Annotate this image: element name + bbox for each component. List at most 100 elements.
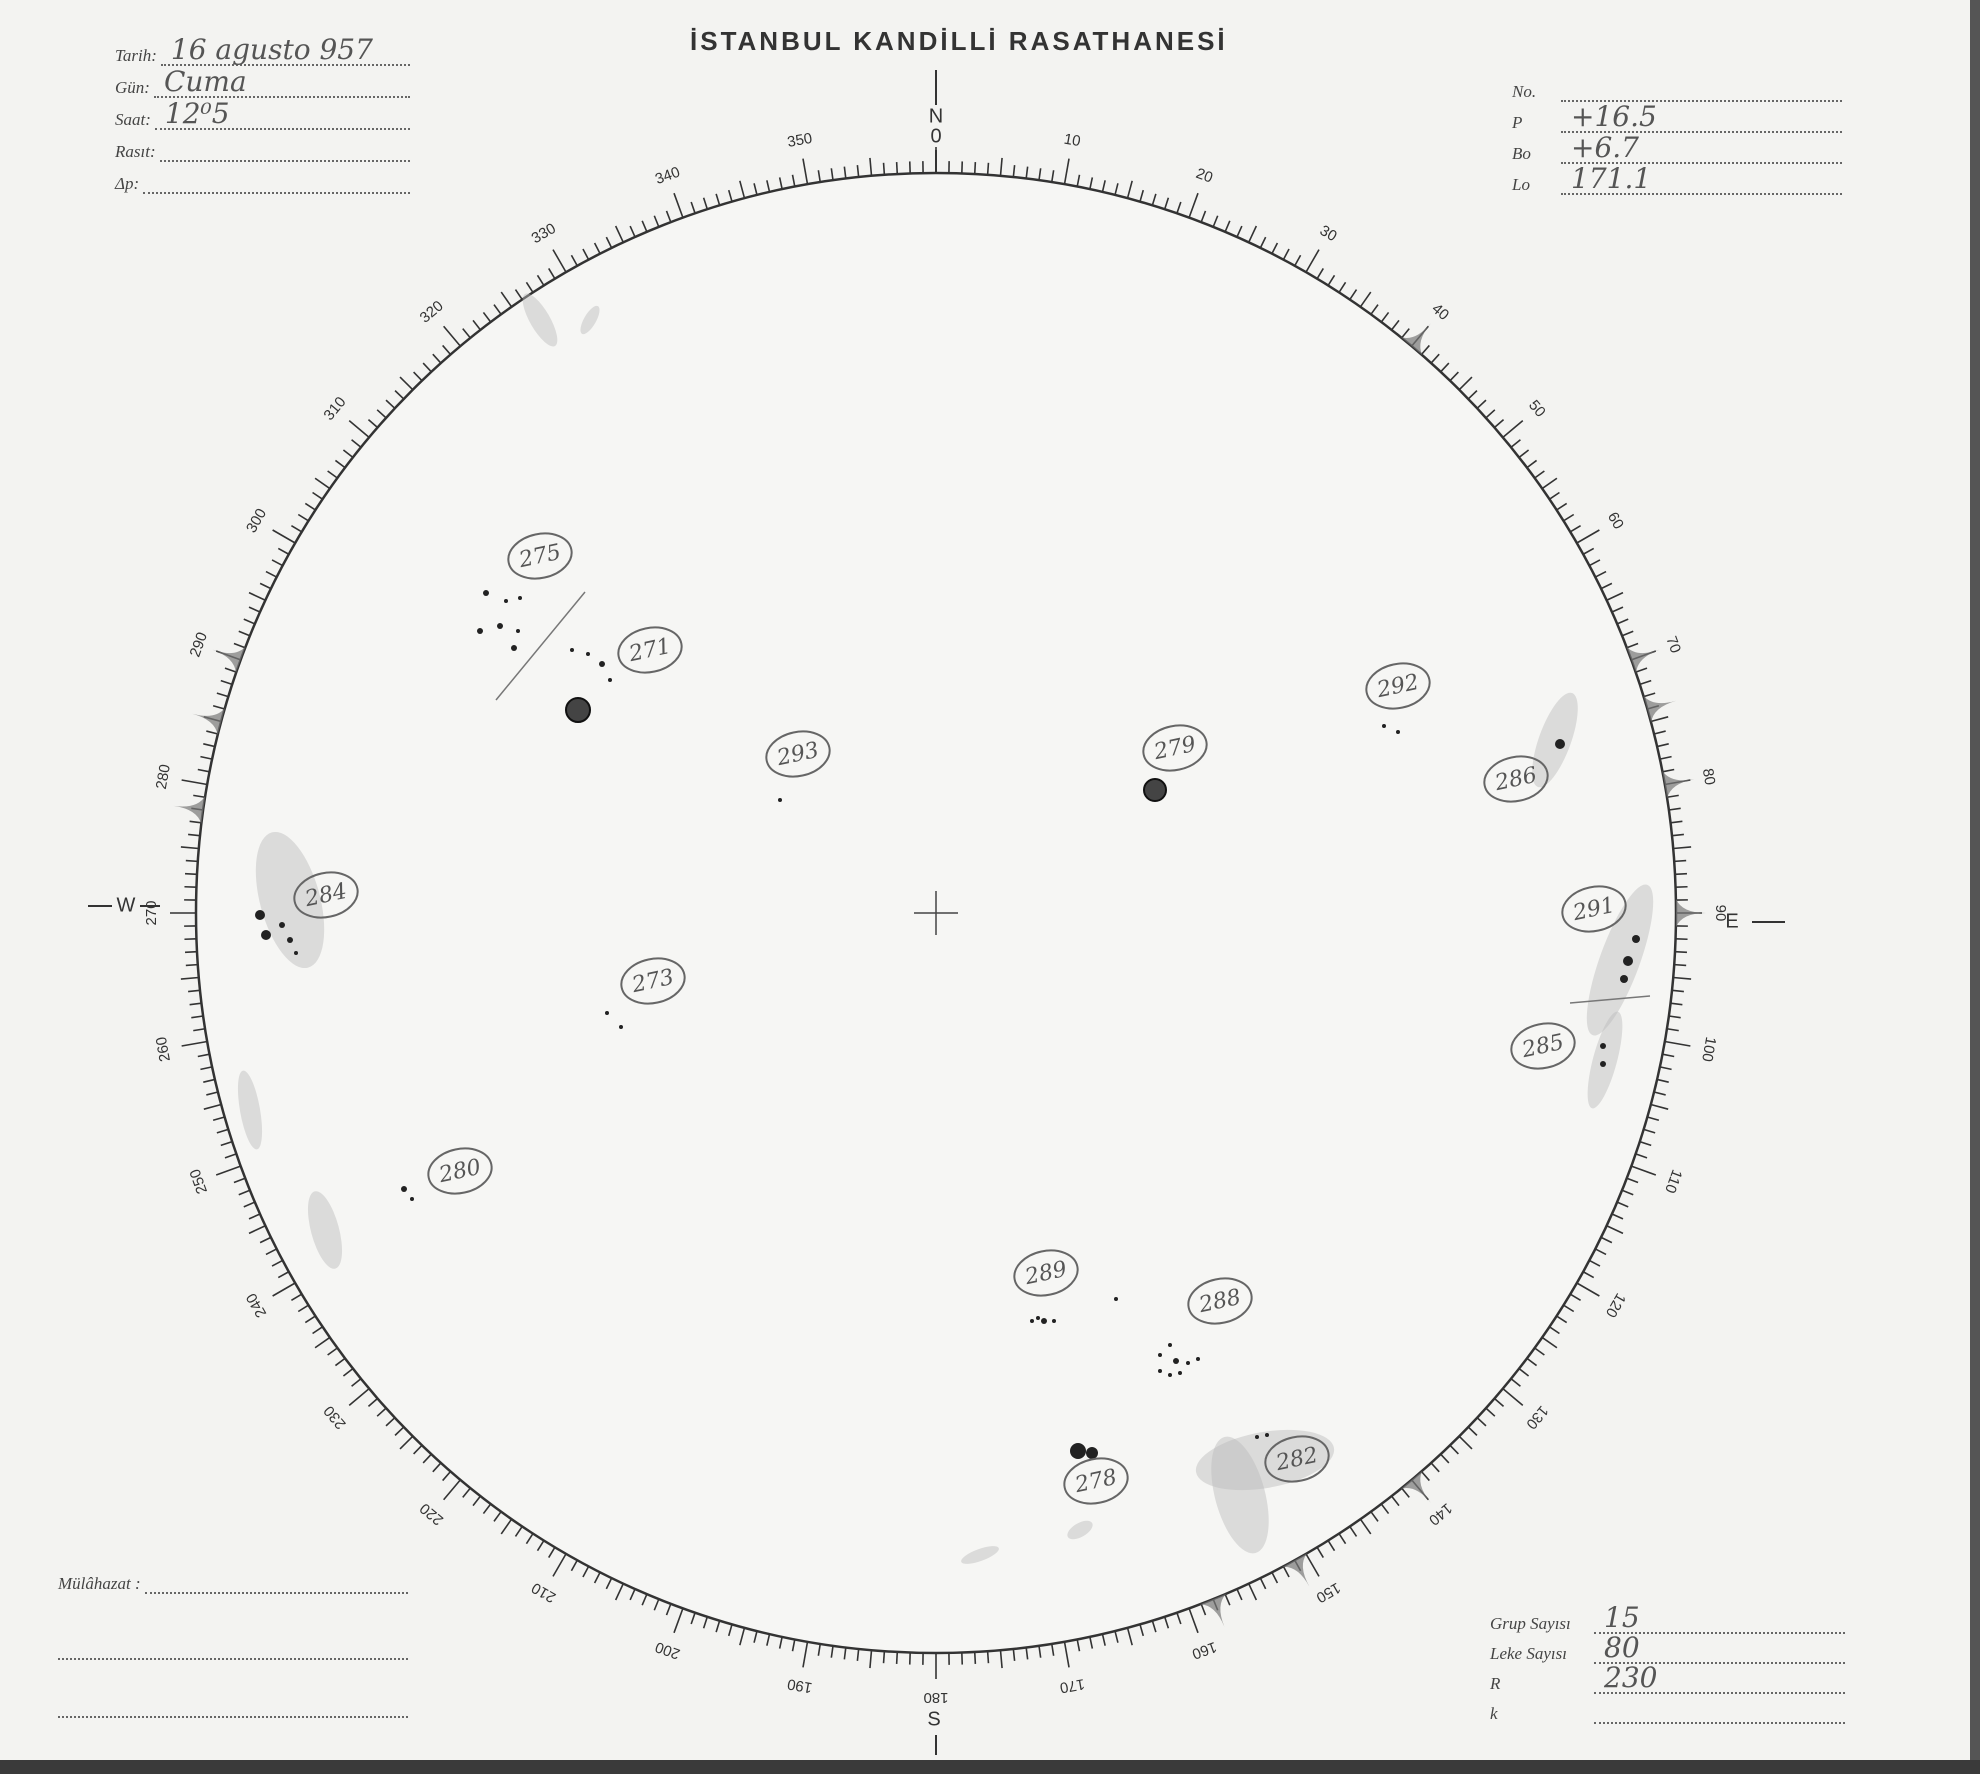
scale-tick <box>1089 177 1094 190</box>
field-value: 80 <box>1604 1631 1640 1664</box>
field-value: +16.5 <box>1571 100 1657 133</box>
scale-label: 210 <box>529 1579 559 1606</box>
sunspot <box>1186 1361 1190 1365</box>
scale-tick <box>665 210 672 223</box>
scale-label: 220 <box>417 1499 447 1528</box>
scale-tick <box>1662 768 1675 773</box>
field-p: P +16.5 <box>1512 100 1842 133</box>
sunspot <box>511 645 517 651</box>
scale-tick <box>238 1189 251 1196</box>
facula-shading <box>307 1191 343 1269</box>
scale-tick <box>290 1293 303 1301</box>
scale-tick <box>1282 248 1290 260</box>
remarks-line-3 <box>58 1694 408 1718</box>
scale-tick <box>1476 1417 1487 1427</box>
scale-tick <box>1126 1627 1133 1646</box>
scale-label: 230 <box>320 1402 349 1432</box>
scale-tick <box>830 168 834 181</box>
sunspot <box>1158 1369 1162 1373</box>
scale-tick <box>1151 193 1157 206</box>
scale-tick <box>1420 344 1430 356</box>
scale-tick <box>715 1620 721 1633</box>
scale-tick <box>259 582 272 590</box>
scale-tick <box>1563 513 1575 522</box>
scale-tick <box>238 630 251 637</box>
scale-tick <box>1050 1643 1055 1656</box>
scale-tick <box>304 1315 316 1324</box>
scale-tick <box>1656 1078 1669 1083</box>
field-lekesayısı: Leke Sayısı 80 <box>1490 1631 1845 1664</box>
scale-tick <box>265 570 278 578</box>
scale-tick <box>629 1588 636 1601</box>
limb-prominence <box>1200 1593 1227 1627</box>
scale-tick <box>399 376 414 391</box>
scale-tick <box>277 1271 290 1279</box>
scale-tick <box>193 794 206 799</box>
scale-tick <box>1294 254 1302 267</box>
scale-tick <box>472 319 482 331</box>
scale-tick <box>180 846 199 850</box>
scale-tick <box>212 1116 225 1122</box>
scale-tick <box>582 1566 590 1578</box>
scale-tick <box>1606 1225 1624 1235</box>
scale-label: 130 <box>1522 1402 1551 1432</box>
scale-tick <box>1549 1326 1560 1335</box>
scale-tick <box>536 274 545 286</box>
scale-tick <box>248 591 266 601</box>
group-label-circle <box>1483 755 1549 803</box>
scale-tick <box>1656 743 1669 748</box>
scale-tick <box>385 1417 396 1427</box>
scale-tick <box>817 170 822 183</box>
scale-tick <box>1025 166 1029 179</box>
scale-tick <box>367 419 379 429</box>
limb-prominence <box>192 707 225 735</box>
scale-tick <box>334 1357 346 1367</box>
scale-tick <box>1526 459 1538 469</box>
scale-tick <box>1458 376 1473 391</box>
scale-tick <box>271 559 283 567</box>
scale-tick <box>1569 525 1582 533</box>
scale-tick <box>394 1426 405 1436</box>
scale-tick <box>1502 1388 1524 1406</box>
scale-tick <box>1114 1630 1119 1643</box>
field-label: Rasıt: <box>115 142 156 161</box>
scale-tick <box>1594 570 1607 578</box>
scale-label: 260 <box>153 1035 174 1063</box>
scale-tick <box>1390 319 1400 331</box>
facula-shading <box>580 305 600 335</box>
scale-tick <box>1063 158 1070 185</box>
scale-tick <box>778 177 783 190</box>
scale-tick <box>1282 1566 1290 1578</box>
scale-tick <box>327 1347 338 1356</box>
scale-tick <box>1305 249 1320 273</box>
group-label-circle <box>507 532 573 580</box>
scale-label: 90 <box>1712 905 1729 922</box>
scale-tick <box>1271 242 1279 255</box>
group-label-circle <box>1013 1249 1079 1297</box>
group-label-circle <box>293 871 359 919</box>
scale-tick <box>739 180 746 199</box>
scale-tick <box>1673 976 1692 980</box>
scale-tick <box>1621 1189 1634 1196</box>
sunspot <box>605 1011 609 1015</box>
scale-tick <box>1236 1588 1243 1601</box>
scale-tick <box>248 1213 261 1220</box>
scale-tick <box>1101 180 1106 193</box>
sunspot <box>497 623 503 629</box>
scale-tick <box>1380 1503 1390 1515</box>
scale-tick <box>206 1091 219 1096</box>
scale-tick <box>1349 1526 1358 1537</box>
scale-tick <box>1430 1462 1440 1473</box>
field-label: R <box>1490 1674 1501 1693</box>
scale-tick <box>193 1027 206 1032</box>
scale-tick <box>181 1040 208 1047</box>
field-value: 12⁰5 <box>164 97 230 130</box>
scale-tick <box>1606 591 1624 601</box>
scale-tick <box>673 192 684 218</box>
field-value: 171.1 <box>1571 162 1652 195</box>
scale-tick <box>233 1177 246 1184</box>
scale-tick <box>1176 1612 1182 1625</box>
scale-tick <box>791 174 796 187</box>
scale-tick <box>500 291 513 308</box>
